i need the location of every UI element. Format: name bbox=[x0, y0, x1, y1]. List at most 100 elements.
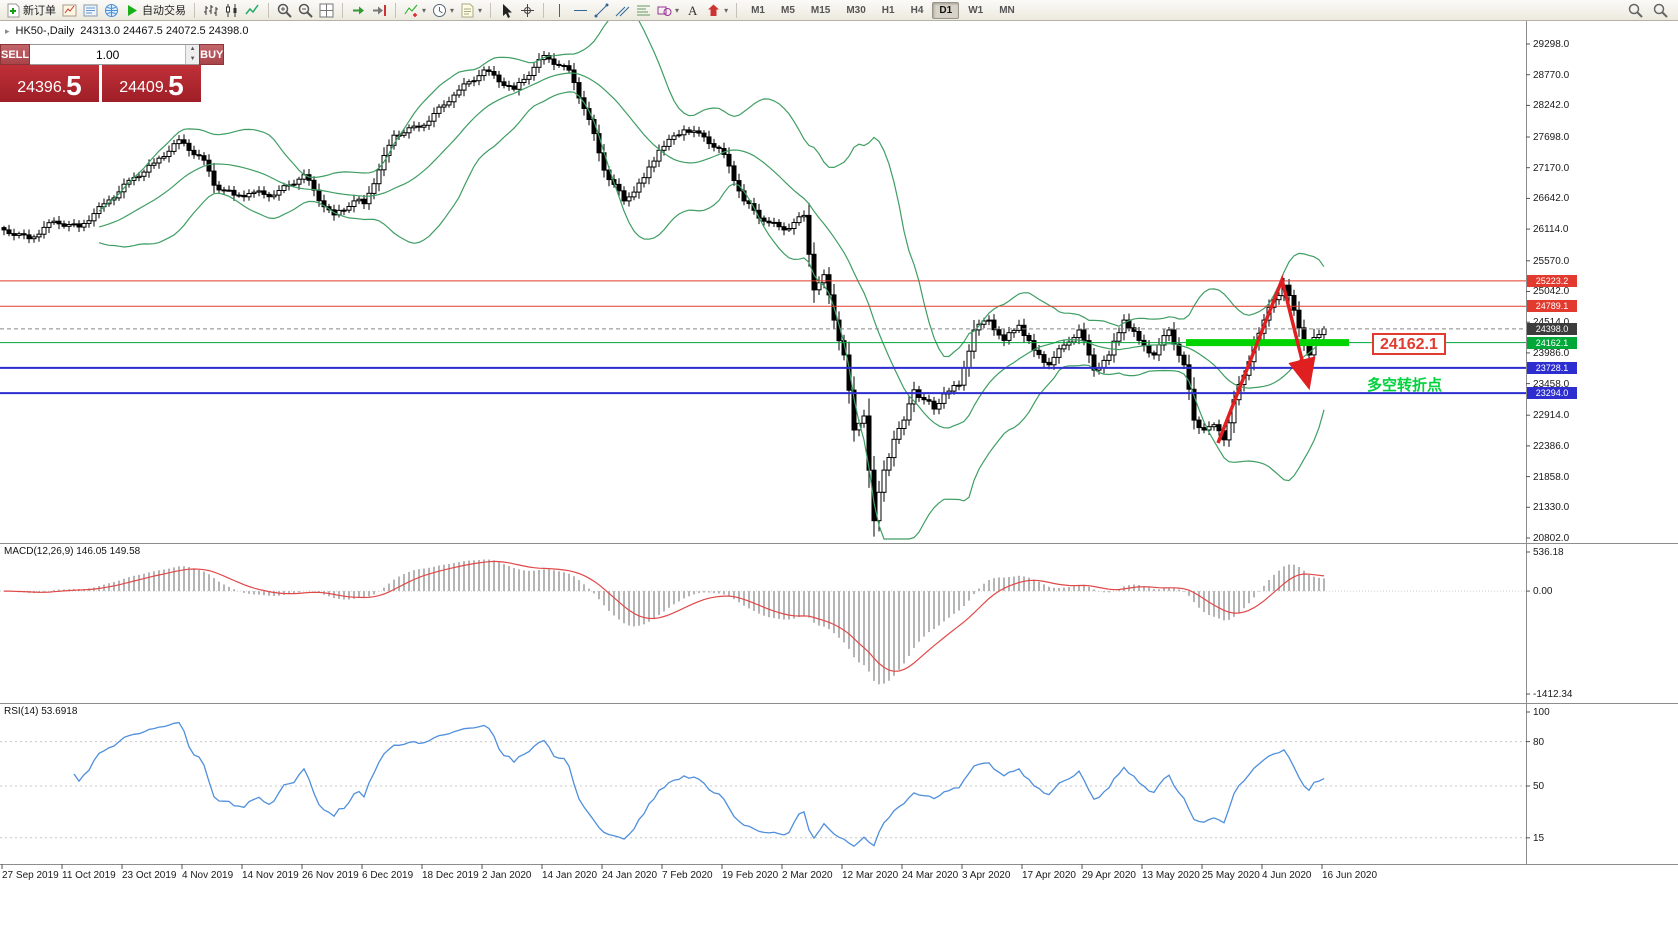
price-tick-label: 27698.0 bbox=[1533, 132, 1570, 144]
chart-title: ▸ HK50-,Daily 24313.0 24467.5 24072.5 24… bbox=[5, 25, 248, 37]
indicators-button[interactable]: ▾ bbox=[402, 1, 428, 19]
candle-body bbox=[11, 233, 17, 236]
timeframe-m30-button[interactable]: M30 bbox=[846, 4, 866, 16]
volume-input[interactable] bbox=[30, 45, 186, 64]
dropdown-caret-icon[interactable]: ▾ bbox=[422, 5, 427, 15]
candle-body bbox=[461, 83, 467, 91]
candle-body bbox=[411, 125, 417, 129]
chart-symbol-label: HK50-,Daily bbox=[15, 25, 75, 37]
price-tick-label: 22914.0 bbox=[1533, 410, 1570, 422]
buy-button[interactable]: BUY bbox=[199, 44, 225, 65]
horizontal-line-button[interactable] bbox=[571, 1, 590, 19]
date-label: 25 May 2020 bbox=[1202, 870, 1260, 881]
timeframe-h1-button[interactable]: H1 bbox=[881, 4, 895, 16]
timeframe-m5-button[interactable]: M5 bbox=[780, 4, 795, 16]
candle-body bbox=[296, 178, 302, 185]
candle-body bbox=[651, 160, 657, 168]
sell-button[interactable]: SELL bbox=[0, 44, 31, 65]
trendline-button[interactable] bbox=[592, 1, 611, 19]
profiles-button[interactable] bbox=[81, 1, 100, 19]
templates-button[interactable]: ▾ bbox=[458, 1, 484, 19]
toolbar-label: 自动交易 bbox=[142, 5, 186, 17]
search-icon bbox=[1653, 3, 1668, 18]
volume-down-button[interactable]: ▼ bbox=[186, 54, 200, 64]
candle-body bbox=[446, 101, 452, 106]
candle-body bbox=[561, 65, 567, 67]
candle-body bbox=[76, 223, 82, 228]
one-click-trading-panel: SELL ▲ ▼ BUY 24396.5 24409.5 bbox=[0, 44, 225, 102]
auto-scroll-button[interactable] bbox=[349, 1, 368, 19]
search-button-2[interactable] bbox=[1651, 1, 1670, 19]
zoom-in-button[interactable] bbox=[275, 1, 294, 19]
cursor-button[interactable] bbox=[497, 1, 516, 19]
tile-windows-icon bbox=[319, 3, 334, 18]
bar-chart-button[interactable] bbox=[201, 1, 220, 19]
chart-ohlc-values: 24313.0 24467.5 24072.5 24398.0 bbox=[80, 25, 249, 37]
candle-body bbox=[291, 183, 297, 186]
dropdown-caret-icon[interactable]: ▾ bbox=[450, 5, 455, 15]
candle-body bbox=[431, 113, 437, 122]
candle-body bbox=[996, 329, 1002, 336]
timeframe-m1-button[interactable]: M1 bbox=[751, 4, 765, 16]
candle-body bbox=[311, 179, 317, 191]
candle-body bbox=[471, 80, 477, 83]
candle-body bbox=[321, 200, 327, 208]
shapes-button[interactable]: ▾ bbox=[655, 1, 681, 19]
indicators-icon bbox=[404, 3, 419, 18]
buy-price-button[interactable]: 24409. 5 bbox=[102, 65, 201, 102]
date-label: 2 Mar 2020 bbox=[782, 870, 833, 881]
price-level-tag: 24789.1 bbox=[1527, 300, 1577, 313]
channel-button[interactable] bbox=[613, 1, 632, 19]
price-level-tag: 23728.1 bbox=[1527, 361, 1577, 374]
candle-body bbox=[701, 132, 707, 138]
date-label: 19 Feb 2020 bbox=[722, 870, 779, 881]
toolbar-label: 新订单 bbox=[23, 5, 56, 17]
price-level-tag: 25223.2 bbox=[1527, 274, 1577, 287]
candle-body bbox=[351, 200, 357, 207]
candle-body bbox=[401, 132, 407, 136]
date-label: 2 Jan 2020 bbox=[482, 870, 532, 881]
volume-up-button[interactable]: ▲ bbox=[186, 45, 200, 55]
zoom-out-button[interactable] bbox=[296, 1, 315, 19]
chart-window-button[interactable] bbox=[60, 1, 79, 19]
crosshair-button[interactable] bbox=[518, 1, 537, 19]
timeframe-m15-button[interactable]: M15 bbox=[810, 4, 831, 16]
tile-windows-button[interactable] bbox=[317, 1, 336, 19]
candle-body bbox=[26, 234, 32, 240]
market-watch-button[interactable] bbox=[102, 1, 121, 19]
dropdown-caret-icon[interactable]: ▾ bbox=[478, 5, 483, 15]
arrows-button[interactable]: ▾ bbox=[704, 1, 730, 19]
candle-body bbox=[1136, 331, 1142, 341]
bollinger-middle-band bbox=[98, 72, 1325, 429]
volume-spinner: ▲ ▼ bbox=[185, 45, 200, 64]
text-button[interactable]: A bbox=[683, 1, 702, 19]
candle-body bbox=[51, 220, 57, 224]
candle-body bbox=[1081, 329, 1087, 342]
dropdown-caret-icon[interactable]: ▾ bbox=[724, 5, 729, 15]
price-level-tag: 23294.0 bbox=[1527, 387, 1577, 400]
candle-body bbox=[266, 193, 272, 198]
candle-body bbox=[681, 129, 687, 136]
timeframe-mn-button[interactable]: MN bbox=[999, 4, 1015, 16]
dropdown-caret-icon[interactable]: ▾ bbox=[675, 5, 680, 15]
timeframe-h4-button[interactable]: H4 bbox=[910, 4, 924, 16]
candle-body bbox=[251, 191, 257, 194]
fibonacci-button[interactable] bbox=[634, 1, 653, 19]
auto-trading-button[interactable]: 自动交易 bbox=[123, 1, 188, 19]
candlestick-chart-button[interactable] bbox=[222, 1, 241, 19]
timeframe-d1-button[interactable]: D1 bbox=[932, 1, 960, 19]
period-button[interactable]: ▾ bbox=[430, 1, 456, 19]
sell-price-button[interactable]: 24396. 5 bbox=[0, 65, 99, 102]
candle-body bbox=[476, 75, 482, 82]
candle-body bbox=[1111, 340, 1117, 356]
line-chart-button[interactable] bbox=[243, 1, 262, 19]
candle-body bbox=[56, 220, 62, 225]
candle-body bbox=[191, 149, 197, 156]
search-button-1[interactable] bbox=[1626, 1, 1645, 19]
new-order-button[interactable]: 新订单 bbox=[4, 1, 58, 19]
vertical-line-button[interactable] bbox=[550, 1, 569, 19]
date-label: 3 Apr 2020 bbox=[962, 870, 1011, 881]
chart-shift-button[interactable] bbox=[370, 1, 389, 19]
timeframe-w1-button[interactable]: W1 bbox=[968, 4, 984, 16]
